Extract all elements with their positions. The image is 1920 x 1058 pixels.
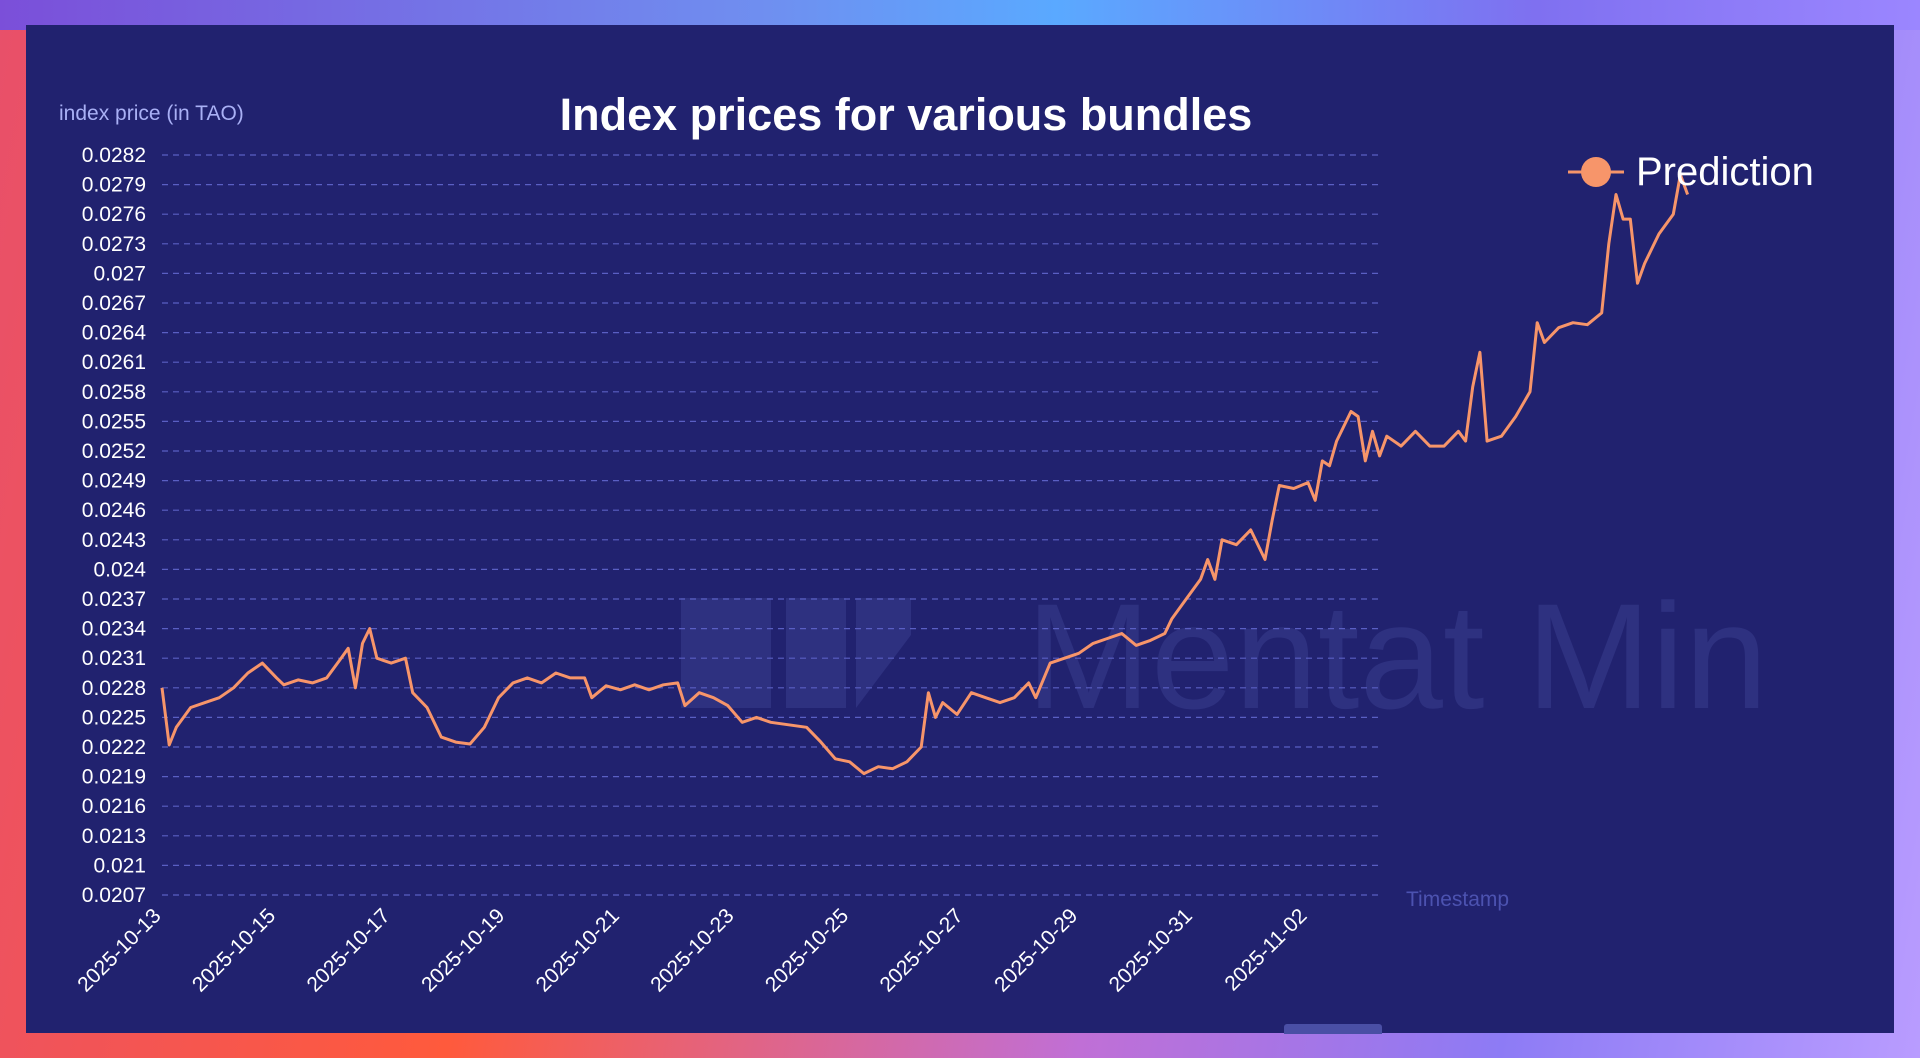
legend-entry-prediction[interactable]: Prediction — [1636, 150, 1814, 194]
y-tick-label: 0.0243 — [82, 529, 146, 552]
y-tick-label: 0.0237 — [82, 588, 146, 611]
y-tick-label: 0.0264 — [82, 322, 147, 345]
x-axis-ticks: 2025-10-13 2025-10-15 2025-10-17 2025-10-19… — [73, 904, 1311, 996]
y-tick-label: 0.0279 — [82, 174, 146, 197]
y-tick-label: 0.0228 — [82, 677, 146, 700]
y-tick-label: 0.0267 — [82, 292, 146, 315]
watermark-text: Mentat Min — [1026, 572, 1768, 740]
y-tick-label: 0.0258 — [82, 381, 146, 404]
y-tick-label: 0.021 — [93, 854, 146, 877]
y-tick-label: 0.0246 — [82, 499, 146, 522]
chart-title: Index prices for various bundles — [560, 89, 1253, 140]
y-tick-label: 0.0273 — [82, 233, 146, 256]
scrollbar-handle[interactable] — [1284, 1024, 1382, 1034]
y-tick-label: 0.0282 — [82, 144, 146, 167]
x-tick-label: 2025-10-13 — [73, 904, 165, 996]
x-tick-label: 2025-10-15 — [188, 904, 280, 996]
y-tick-label: 0.0249 — [82, 470, 146, 493]
y-tick-label: 0.0216 — [82, 795, 146, 818]
y-tick-label: 0.0219 — [82, 766, 146, 789]
y-tick-label: 0.0213 — [82, 825, 146, 848]
grid — [162, 154, 1378, 896]
x-tick-label: 2025-10-23 — [646, 904, 738, 996]
x-tick-label: 2025-10-17 — [303, 904, 395, 996]
y-axis-ticks: 0.0282 0.0279 0.0276 0.0273 0.027 0.0267 0.026… — [82, 144, 147, 907]
x-tick-label: 2025-10-21 — [532, 904, 624, 996]
y-tick-label: 0.024 — [93, 558, 146, 581]
series-line-prediction[interactable] — [160, 173, 1690, 776]
watermark-logo-block — [681, 598, 771, 708]
y-tick-label: 0.0231 — [82, 647, 146, 670]
y-tick-label: 0.0276 — [82, 203, 146, 226]
x-tick-label: 2025-10-25 — [761, 904, 853, 996]
watermark-logo-block — [786, 598, 846, 708]
watermark-logo-block — [856, 598, 911, 708]
x-tick-label: 2025-10-27 — [876, 904, 968, 996]
x-tick-label: 2025-10-19 — [417, 904, 509, 996]
x-axis-label: Timestamp — [1406, 888, 1509, 911]
x-tick-label: 2025-10-31 — [1105, 904, 1197, 996]
y-tick-label: 0.0207 — [82, 884, 146, 907]
y-tick-label: 0.0261 — [82, 351, 146, 374]
chart-panel: Mentat Min 0.0282 0.0279 0.0276 0.0273 0.027… — [26, 25, 1894, 1034]
y-tick-label: 0.0252 — [82, 440, 146, 463]
y-tick-label: 0.0234 — [82, 618, 147, 641]
legend-marker — [1581, 157, 1611, 187]
line-chart[interactable]: Mentat Min 0.0282 0.0279 0.0276 0.0273 0.027… — [26, 25, 1894, 1033]
x-tick-label: 2025-11-02 — [1220, 904, 1311, 995]
y-tick-label: 0.0225 — [82, 706, 146, 729]
y-tick-label: 0.0222 — [82, 736, 146, 759]
y-tick-label: 0.027 — [93, 262, 146, 285]
y-tick-label: 0.0255 — [82, 410, 146, 433]
watermark: Mentat Min — [681, 572, 1768, 740]
legend[interactable]: Prediction — [1568, 150, 1814, 194]
y-axis-label: index price (in TAO) — [59, 102, 244, 125]
x-tick-label: 2025-10-29 — [990, 904, 1082, 996]
